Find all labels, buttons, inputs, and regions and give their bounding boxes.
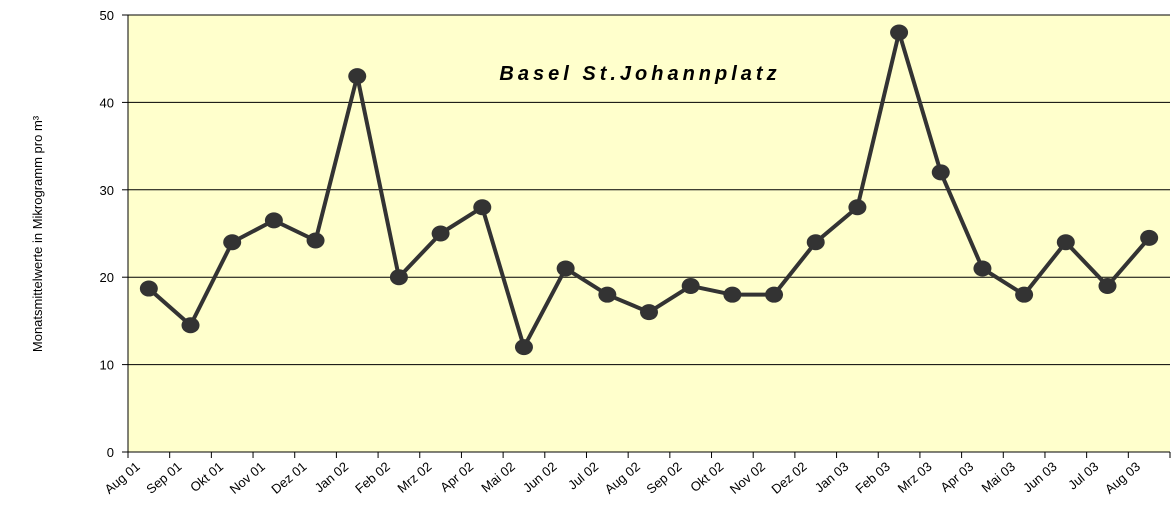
y-tick-label: 10 xyxy=(100,358,114,373)
x-tick-label: Apr 03 xyxy=(937,459,976,495)
x-tick-label: Aug 03 xyxy=(1102,459,1143,497)
x-tick-label: Sep 01 xyxy=(143,459,184,497)
x-tick-label: Jul 03 xyxy=(1065,459,1101,493)
y-axis-label: Monatsmittelwerte in Mikrogramm pro m³ xyxy=(30,115,45,352)
data-point xyxy=(1098,277,1117,294)
x-tick-label: Mrz 02 xyxy=(394,459,434,496)
x-tick-label: Feb 02 xyxy=(352,459,393,497)
data-point xyxy=(514,339,533,356)
x-tick-label: Jun 03 xyxy=(1020,459,1060,496)
x-tick-label: Jan 03 xyxy=(812,459,852,496)
data-point xyxy=(181,317,200,334)
data-point xyxy=(848,199,867,216)
data-point xyxy=(348,68,367,85)
x-tick-label: Aug 01 xyxy=(102,459,143,497)
data-point xyxy=(431,225,450,242)
data-point xyxy=(264,212,283,229)
x-tick-label: Aug 02 xyxy=(602,459,643,497)
x-tick-label: Nov 01 xyxy=(227,459,268,497)
data-point xyxy=(681,277,700,294)
y-tick-label: 30 xyxy=(100,183,114,198)
y-tick-label: 50 xyxy=(100,8,114,23)
data-point xyxy=(223,234,242,251)
y-tick-label: 0 xyxy=(107,445,114,460)
x-tick-label: Okt 02 xyxy=(687,459,726,495)
x-tick-label: Nov 02 xyxy=(727,459,768,497)
data-point xyxy=(890,24,909,41)
data-point xyxy=(473,199,492,216)
data-point xyxy=(1140,229,1159,246)
y-tick-label: 20 xyxy=(100,270,114,285)
data-point xyxy=(306,232,325,249)
chart-title: Basel St.Johannplatz xyxy=(499,63,780,85)
data-point xyxy=(1056,234,1075,251)
data-point xyxy=(598,286,617,303)
data-point xyxy=(723,286,742,303)
x-tick-label: Apr 02 xyxy=(437,459,476,495)
x-tick-label: Feb 03 xyxy=(852,459,893,497)
x-tick-label: Dez 02 xyxy=(768,459,809,497)
x-tick-label: Mrz 03 xyxy=(895,459,935,496)
data-point xyxy=(389,269,408,286)
y-tick-label: 40 xyxy=(100,95,114,110)
x-tick-label: Okt 01 xyxy=(187,459,226,495)
data-point xyxy=(973,260,992,277)
data-point xyxy=(806,234,825,251)
data-point xyxy=(931,164,950,181)
x-tick-label: Jan 02 xyxy=(312,459,352,496)
x-tick-label: Sep 02 xyxy=(643,459,684,497)
x-tick-label: Mai 03 xyxy=(979,459,1019,496)
data-point xyxy=(765,286,784,303)
x-tick-label: Mai 02 xyxy=(478,459,518,496)
x-tick-label: Dez 01 xyxy=(268,459,309,497)
data-point xyxy=(556,260,575,277)
x-tick-label: Jun 02 xyxy=(520,459,560,496)
data-point xyxy=(640,304,658,321)
data-point xyxy=(139,280,158,297)
data-point xyxy=(1015,286,1034,303)
x-tick-label: Jul 02 xyxy=(565,459,601,493)
